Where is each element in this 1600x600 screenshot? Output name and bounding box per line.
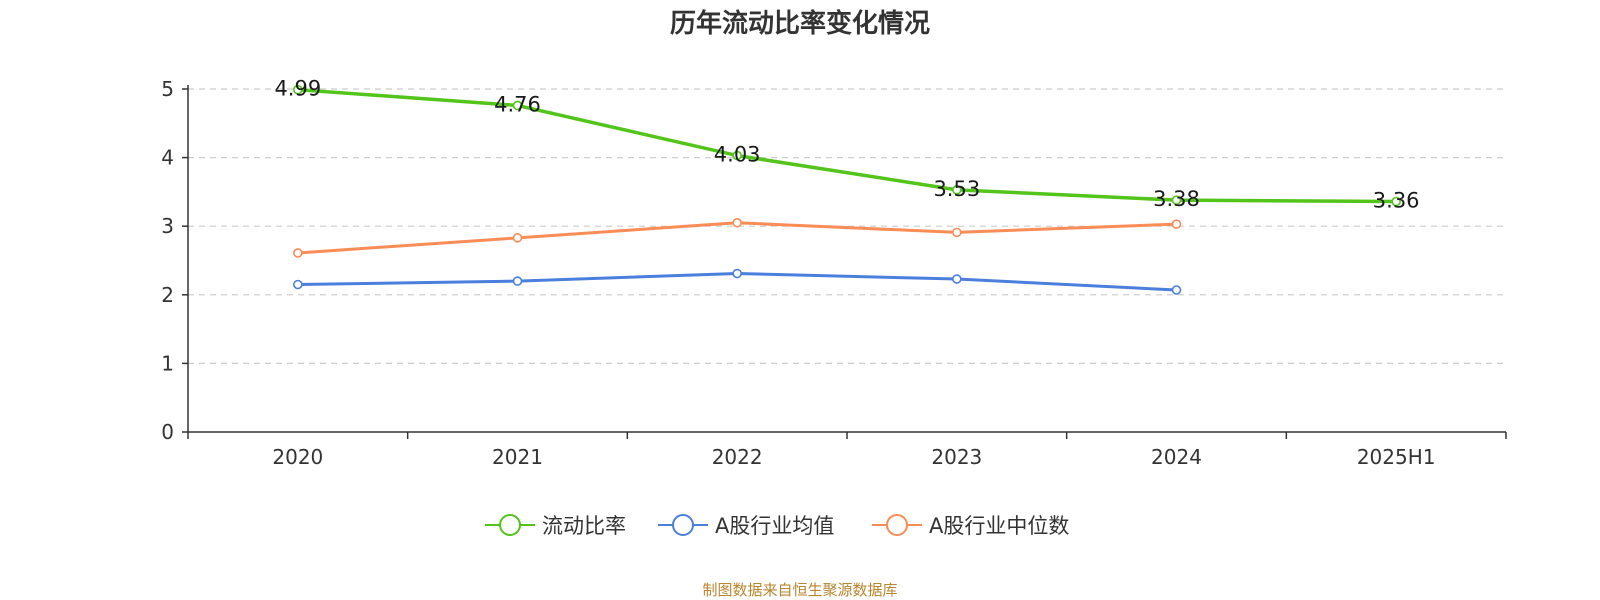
y-tick-label: 0 [161,420,174,444]
data-label: 4.76 [494,92,541,116]
y-tick-label: 5 [161,77,174,101]
source-note: 制图数据来自恒生聚源数据库 [702,581,897,599]
series-line [296,87,1398,204]
legend-label: A股行业均值 [715,514,834,538]
legend-item-2[interactable]: A股行业中位数 [872,514,1069,538]
data-point [1171,219,1182,229]
data-label: 3.38 [1153,187,1200,211]
series-1 [293,268,1182,295]
x-tick-label: 2020 [272,445,323,469]
data-point [512,100,523,111]
legend-label: 流动比率 [542,514,626,538]
data-point [293,84,303,95]
data-point [512,233,523,243]
data-labels: 4.99 4.76 4.03 3.53 3.38 3.36 [274,77,1419,213]
data-point [732,150,742,161]
data-point [293,248,303,258]
series-2 [293,217,1182,258]
y-tick-label: 3 [161,214,174,238]
data-point [952,185,962,195]
data-label: 4.99 [274,77,321,101]
data-point [952,227,962,238]
series-group [293,84,1401,295]
data-point [512,276,523,286]
data-point [1391,196,1401,207]
data-point [732,268,742,279]
data-point [293,279,303,290]
legend-marker-icon [499,514,521,536]
legend-item-1[interactable]: A股行业均值 [658,514,834,538]
chart-title: 历年流动比率变化情况 [670,8,930,39]
legend-item-0[interactable]: 流动比率 [485,514,626,538]
x-tick-label: 2024 [1151,445,1202,469]
data-point [952,274,962,284]
x-tick-label: 2023 [931,445,982,469]
data-label: 3.53 [933,177,980,201]
y-tick-label: 1 [161,351,174,375]
axes [187,85,1506,433]
x-tick-label: 2025H1 [1357,445,1436,469]
series-0 [293,84,1401,207]
data-label: 4.03 [714,143,761,167]
legend-marker-icon [672,514,694,536]
legend[interactable]: 流动比率 A股行业均值 A股行业中位数 [485,514,1069,538]
y-tick-label: 2 [161,283,174,307]
data-point [1171,195,1182,205]
x-tick-label: 2022 [712,445,763,469]
data-point [732,217,742,228]
legend-marker-icon [886,514,908,536]
x-axis-ticks: 2020 2021 2022 2023 2024 2025H1 [187,432,1507,469]
data-label: 3.36 [1373,189,1420,213]
x-tick-label: 2021 [492,445,543,469]
legend-label: A股行业中位数 [929,514,1069,538]
data-point [1171,285,1182,295]
y-axis-ticks: 0 1 2 3 4 5 [161,77,188,444]
y-tick-label: 4 [161,146,174,170]
